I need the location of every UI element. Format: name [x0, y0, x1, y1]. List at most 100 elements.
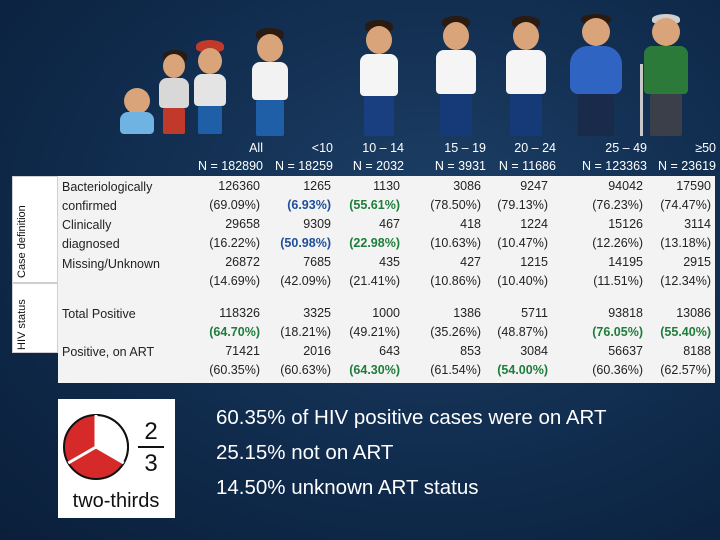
row-label-bacteriologically-confirmed-line: Bacteriologically [62, 180, 153, 194]
cell-count: 3114 [684, 217, 711, 231]
cell-count: 7685 [303, 255, 331, 269]
cell-percent: (10.86%) [430, 274, 481, 288]
cell-percent: (55.61%) [349, 198, 400, 212]
cell-percent: (12.26%) [592, 236, 643, 250]
column-header-name: 10 – 14 [362, 141, 404, 155]
cell-count: 126360 [218, 179, 260, 193]
cell-percent: (60.63%) [280, 363, 331, 377]
column-header: 20 – 24 N = 11686 [499, 139, 556, 175]
cell-count: 13086 [676, 306, 711, 320]
cell-percent: (69.09%) [209, 198, 260, 212]
data-table: Bacteriologically confirmed Clinically diag… [58, 176, 715, 383]
column-header: 15 – 19 N = 3931 [435, 139, 486, 175]
row-label-total-positive: Total Positive [58, 304, 170, 325]
figure-teen [356, 20, 402, 138]
cell-count: 1265 [303, 179, 331, 193]
cell-percent: (42.09%) [280, 274, 331, 288]
figure-elderly [640, 14, 692, 138]
cell-count: 3084 [520, 344, 548, 358]
cell-percent: (13.18%) [660, 236, 711, 250]
column-headers: All N = 182890 <10 N = 18259 10 – 14 N = 2032… [176, 139, 716, 175]
cell-percent: (79.13%) [497, 198, 548, 212]
cell-count: 118326 [219, 306, 260, 320]
column-header-name: 15 – 19 [444, 141, 486, 155]
cell-count: 3325 [303, 306, 331, 320]
row-label-missing-unknown: Missing/Unknown [58, 254, 170, 275]
cell-count: 427 [460, 255, 481, 269]
summary-text: 60.35% of HIV positive cases were on ART… [216, 400, 606, 505]
figure-young-adult [432, 16, 480, 138]
summary-line-on-art: 60.35% of HIV positive cases were on ART [216, 406, 607, 429]
cell-count: 26872 [225, 255, 260, 269]
cell-count: 29658 [225, 217, 260, 231]
cell-percent: (55.40%) [660, 325, 711, 339]
column-header-n: N = 18259 [274, 159, 333, 173]
figure-child-cap [190, 38, 230, 138]
two-thirds-pie-icon: 2 3 two-thirds [63, 413, 164, 512]
figure-middle-aged [568, 14, 624, 138]
cell-percent: (10.63%) [430, 236, 481, 250]
band-divider [58, 273, 715, 303]
cell-percent: (76.23%) [592, 198, 643, 212]
row-label-missing-unknown-line: Missing/Unknown [62, 257, 160, 271]
cell-percent: (60.35%) [209, 363, 260, 377]
summary-line-not-on-art: 25.15% not on ART [216, 441, 394, 464]
cell-percent: (14.69%) [209, 274, 260, 288]
two-thirds-logo: 2 3 two-thirds [58, 399, 175, 518]
hiv-status-label-box [12, 283, 58, 353]
cell-count: 1130 [373, 179, 400, 193]
row-label-clinically-diagnosed-line: diagnosed [62, 237, 120, 251]
cell-percent: (12.34%) [660, 274, 711, 288]
cell-percent: (21.41%) [349, 274, 400, 288]
column-header-name: ≥50 [695, 141, 716, 155]
cell-percent: (10.47%) [497, 236, 548, 250]
logo-caption: two-thirds [73, 490, 160, 512]
column-header-n: N = 182890 [198, 159, 263, 173]
cell-count: 5711 [521, 306, 548, 320]
age-progression-illustration [110, 8, 710, 138]
figure-preteen [248, 26, 292, 138]
cell-count: 71421 [225, 344, 260, 358]
column-header: <10 N = 18259 [275, 139, 333, 175]
logo-numerator: 2 [144, 418, 157, 445]
cell-count: 15126 [608, 217, 643, 231]
cell-percent: (54.00%) [497, 363, 548, 377]
column-header: ≥50 N = 23619 [658, 139, 716, 175]
column-header-n: N = 3931 [434, 159, 486, 173]
cell-percent: (78.50%) [430, 198, 481, 212]
column-header-name: 20 – 24 [514, 141, 556, 155]
cell-percent: (35.26%) [430, 325, 481, 339]
column-header: All N = 182890 [198, 139, 263, 175]
cell-count: 435 [379, 255, 400, 269]
cell-percent: (11.51%) [593, 274, 643, 288]
figure-child [155, 46, 193, 138]
row-label-bacteriologically-confirmed-line: confirmed [62, 199, 117, 213]
cell-percent: (64.30%) [349, 363, 400, 377]
cell-count: 1215 [520, 255, 548, 269]
cell-count: 3086 [453, 179, 481, 193]
cell-count: 2016 [303, 344, 331, 358]
row-label-positive-on-art-line: Positive, on ART [62, 345, 155, 359]
column-header-n: N = 123363 [582, 159, 647, 173]
cell-percent: (60.36%) [592, 363, 643, 377]
column-header-n: N = 2032 [352, 159, 404, 173]
cell-percent: (62.57%) [660, 363, 711, 377]
cell-count: 853 [460, 344, 481, 358]
column-header-name: 25 – 49 [605, 141, 647, 155]
cell-percent: (74.47%) [660, 198, 711, 212]
summary-line-unknown-art: 14.50% unknown ART status [216, 476, 479, 499]
case-definition-label-box [12, 176, 58, 283]
cell-percent: (49.21%) [349, 325, 400, 339]
cell-count: 9309 [303, 217, 331, 231]
cell-count: 93818 [608, 306, 643, 320]
case-definition-band [58, 176, 715, 273]
cell-count: 17590 [676, 179, 711, 193]
cell-percent: (61.54%) [430, 363, 481, 377]
figure-infant [118, 78, 158, 138]
cell-percent: (48.87%) [497, 325, 548, 339]
cell-percent: (22.98%) [349, 236, 400, 250]
column-header-name: All [249, 141, 263, 155]
cell-percent: (64.70%) [209, 325, 260, 339]
hiv-status-band [58, 303, 715, 383]
